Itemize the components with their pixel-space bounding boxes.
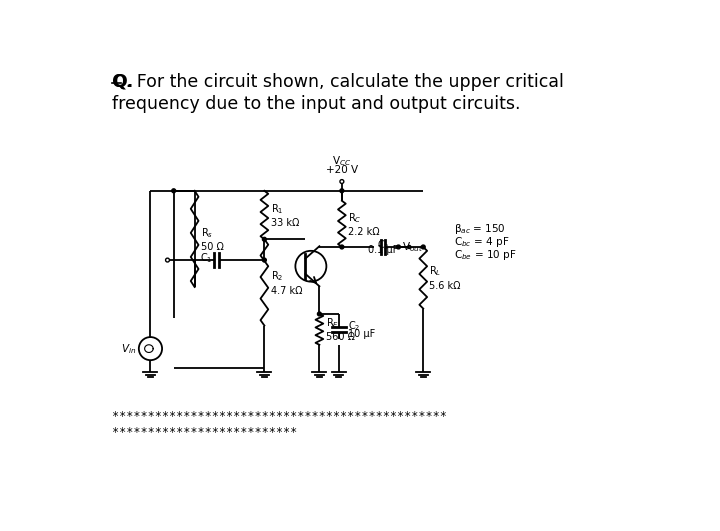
Circle shape [340, 245, 344, 249]
Text: R$_C$
2.2 kΩ: R$_C$ 2.2 kΩ [348, 211, 379, 237]
Text: Q. For the circuit shown, calculate the upper critical: Q. For the circuit shown, calculate the … [112, 73, 564, 91]
Text: R$_2$
4.7 kΩ: R$_2$ 4.7 kΩ [271, 269, 302, 295]
Text: V$_{CC}$: V$_{CC}$ [332, 154, 351, 168]
Text: frequency due to the input and output circuits.: frequency due to the input and output ci… [112, 95, 521, 113]
Text: C$_1$: C$_1$ [200, 252, 212, 266]
Circle shape [262, 237, 266, 241]
Text: 10 μF: 10 μF [348, 329, 375, 339]
Text: C$_{be}$ = 10 pF: C$_{be}$ = 10 pF [454, 248, 517, 262]
Text: C$_2$: C$_2$ [348, 319, 361, 333]
Circle shape [262, 258, 266, 262]
Circle shape [318, 312, 321, 316]
Text: V$_{out}$: V$_{out}$ [402, 240, 423, 254]
Text: 0.1 μF: 0.1 μF [368, 245, 398, 255]
Text: ***********************************************: ****************************************… [112, 410, 446, 423]
Text: R$_E$
560 Ω: R$_E$ 560 Ω [325, 316, 355, 342]
Circle shape [421, 245, 426, 249]
Circle shape [340, 189, 344, 193]
Text: R$_s$
50 Ω: R$_s$ 50 Ω [201, 226, 224, 252]
Circle shape [172, 189, 176, 193]
Text: Q.: Q. [112, 73, 133, 91]
Text: **************************: ************************** [112, 426, 297, 439]
Text: C$_3$: C$_3$ [377, 238, 390, 252]
Text: C$_{bc}$ = 4 pF: C$_{bc}$ = 4 pF [454, 235, 510, 249]
Text: β$_{ac}$ = 150: β$_{ac}$ = 150 [454, 221, 506, 236]
Text: V$_{in}$: V$_{in}$ [121, 342, 137, 356]
Text: R$_L$
5.6 kΩ: R$_L$ 5.6 kΩ [429, 264, 461, 291]
Text: R$_1$
33 kΩ: R$_1$ 33 kΩ [271, 202, 299, 228]
Text: +20 V: +20 V [326, 165, 358, 175]
Circle shape [397, 245, 400, 249]
